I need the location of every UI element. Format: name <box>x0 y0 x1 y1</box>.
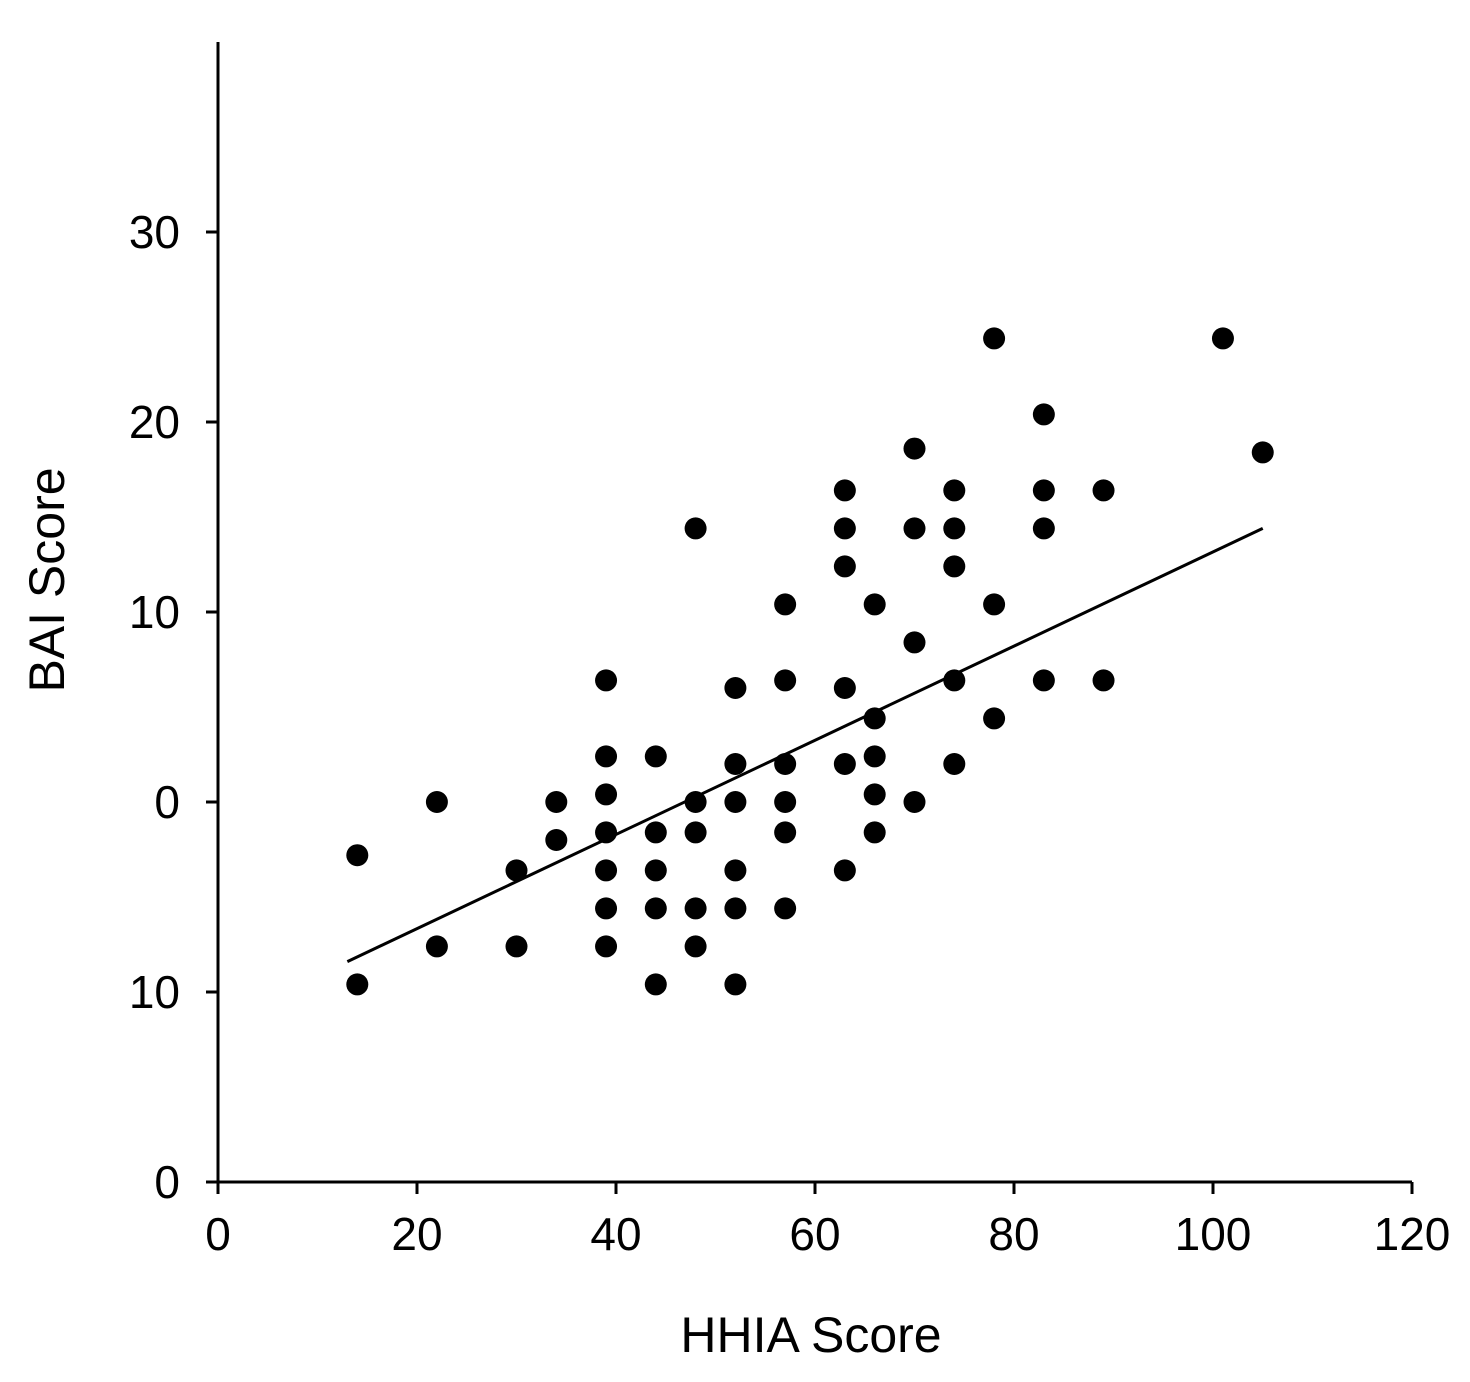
data-point <box>425 791 448 813</box>
data-point <box>644 897 667 920</box>
data-point <box>346 844 369 867</box>
y-tick-label: 0 <box>154 1156 180 1208</box>
data-point <box>644 859 667 882</box>
data-point <box>833 677 856 699</box>
data-point <box>833 479 856 502</box>
data-point <box>684 791 707 813</box>
data-point <box>1032 669 1055 692</box>
data-point <box>724 897 747 920</box>
x-tick-label: 0 <box>205 1208 231 1260</box>
data-point <box>684 935 707 958</box>
data-point <box>1032 479 1055 502</box>
x-tick-label: 80 <box>988 1208 1039 1260</box>
x-axis-label: HHIA Score <box>680 1307 941 1363</box>
x-tick-label: 60 <box>789 1208 840 1260</box>
data-point <box>595 935 618 958</box>
data-point <box>983 327 1006 350</box>
data-point <box>724 791 747 813</box>
data-point <box>644 973 667 996</box>
data-point <box>983 593 1006 616</box>
y-axis-label: BAI Score <box>19 467 75 692</box>
data-point <box>684 821 707 844</box>
data-point <box>724 973 747 996</box>
data-point <box>545 829 568 851</box>
data-point <box>833 555 856 578</box>
data-point <box>903 631 926 654</box>
data-point <box>903 517 926 540</box>
data-point <box>724 859 747 882</box>
data-point <box>595 783 618 806</box>
data-point <box>505 935 528 958</box>
data-point <box>863 745 886 768</box>
data-point <box>774 791 797 813</box>
data-point <box>1092 669 1115 692</box>
data-point <box>595 669 618 692</box>
x-tick-label: 40 <box>590 1208 641 1260</box>
data-point <box>774 669 797 692</box>
x-tick-label: 100 <box>1175 1208 1252 1260</box>
data-point <box>863 783 886 806</box>
data-point <box>595 821 618 844</box>
y-tick-label: 10 <box>129 966 180 1018</box>
data-point <box>983 707 1006 730</box>
data-point <box>1211 327 1234 350</box>
data-point <box>863 593 886 616</box>
data-point <box>1092 479 1115 502</box>
data-point <box>595 859 618 882</box>
data-point <box>425 935 448 958</box>
data-point <box>644 745 667 768</box>
data-point <box>684 517 707 540</box>
y-tick-label: 0 <box>154 776 180 828</box>
y-tick-label: 20 <box>129 396 180 448</box>
data-point <box>903 437 926 460</box>
y-tick-label: 10 <box>129 586 180 638</box>
data-point <box>943 479 966 502</box>
data-point <box>1032 517 1055 540</box>
data-point <box>1251 441 1274 464</box>
data-point <box>943 669 966 692</box>
data-point <box>1032 403 1055 426</box>
data-point <box>774 593 797 616</box>
data-point <box>943 555 966 578</box>
x-tick-label: 20 <box>391 1208 442 1260</box>
data-point <box>724 677 747 699</box>
data-point <box>833 753 856 775</box>
data-point <box>833 517 856 540</box>
data-point <box>863 707 886 730</box>
data-point <box>346 973 369 996</box>
data-point <box>595 745 618 768</box>
data-point <box>774 821 797 844</box>
data-point <box>724 753 747 775</box>
data-point <box>943 517 966 540</box>
data-point <box>774 753 797 775</box>
data-point <box>833 859 856 882</box>
data-point <box>943 753 966 775</box>
y-tick-label: 30 <box>129 206 180 258</box>
data-point <box>774 897 797 920</box>
data-point <box>595 897 618 920</box>
data-point <box>545 791 568 813</box>
data-point <box>644 821 667 844</box>
data-point <box>903 791 926 813</box>
trend-line <box>346 527 1264 963</box>
data-point <box>684 897 707 920</box>
data-point <box>505 859 528 882</box>
x-tick-label: 120 <box>1374 1208 1451 1260</box>
data-point <box>863 821 886 844</box>
